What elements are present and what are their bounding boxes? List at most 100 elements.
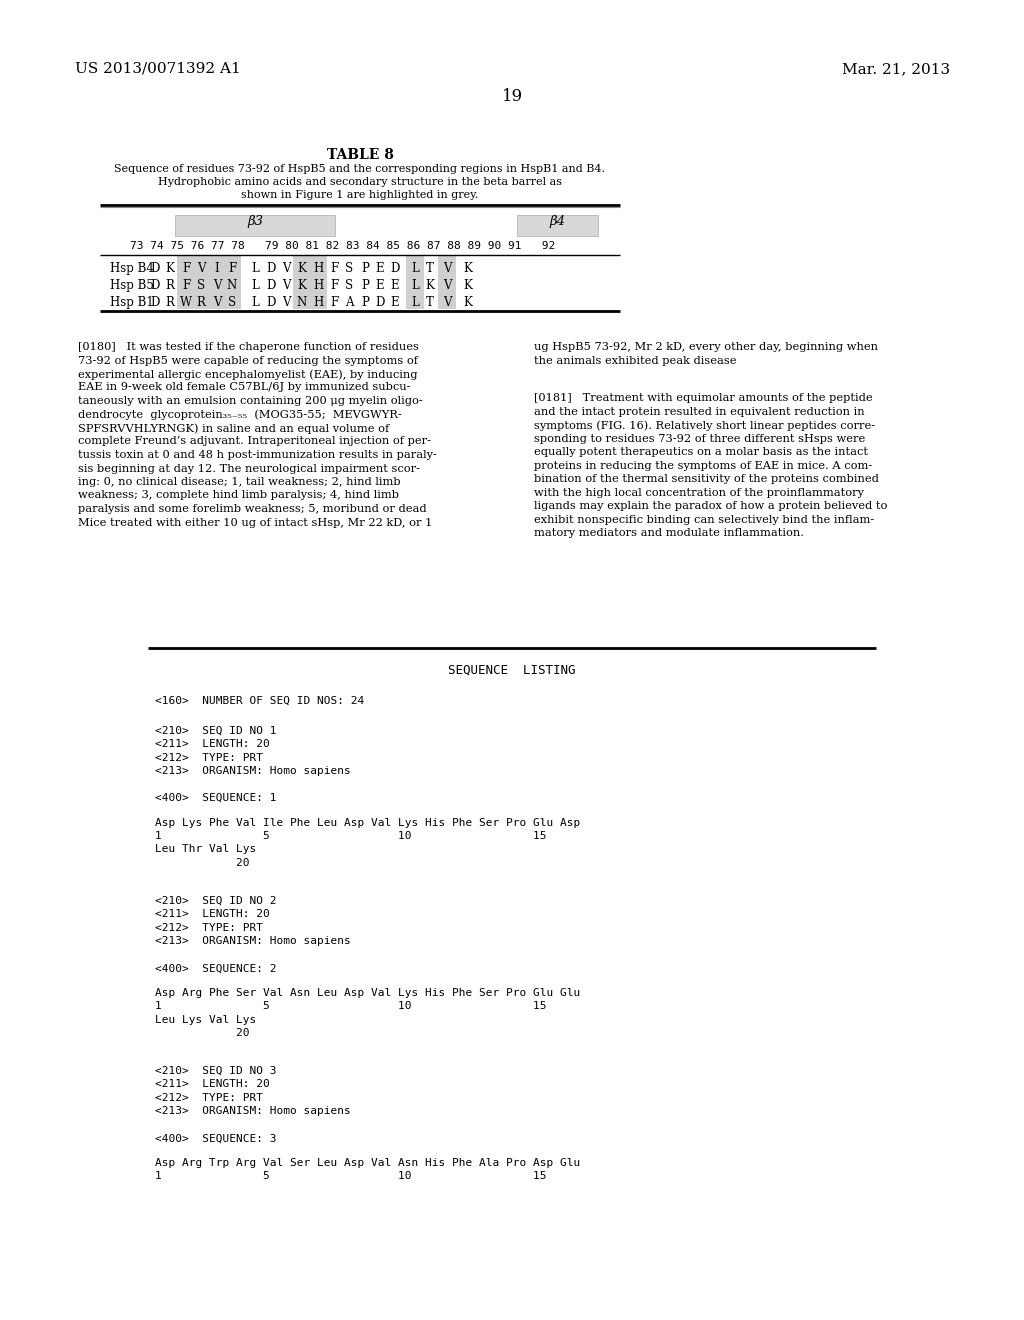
Text: V: V: [213, 296, 221, 309]
Text: N: N: [227, 279, 238, 292]
Text: V: V: [442, 261, 452, 275]
Text: P: P: [361, 261, 369, 275]
Text: 73 74 75 76 77 78   79 80 81 82 83 84 85 86 87 88 89 90 91   92: 73 74 75 76 77 78 79 80 81 82 83 84 85 8…: [130, 242, 555, 251]
Text: P: P: [361, 279, 369, 292]
Text: ing: 0, no clinical disease; 1, tail weakness; 2, hind limb: ing: 0, no clinical disease; 1, tail wea…: [78, 477, 400, 487]
Text: L: L: [251, 279, 259, 292]
Text: S: S: [228, 296, 237, 309]
Text: Asp Arg Trp Arg Val Ser Leu Asp Val Asn His Phe Ala Pro Asp Glu: Asp Arg Trp Arg Val Ser Leu Asp Val Asn …: [155, 1158, 581, 1168]
Text: T: T: [426, 261, 434, 275]
Text: I: I: [215, 261, 219, 275]
Text: D: D: [151, 279, 160, 292]
Text: <210>  SEQ ID NO 2: <210> SEQ ID NO 2: [155, 896, 276, 906]
Text: and the intact protein resulted in equivalent reduction in: and the intact protein resulted in equiv…: [534, 407, 864, 417]
Text: D: D: [266, 261, 275, 275]
Text: P: P: [361, 296, 369, 309]
Text: F: F: [228, 261, 237, 275]
Text: <160>  NUMBER OF SEQ ID NOS: 24: <160> NUMBER OF SEQ ID NOS: 24: [155, 696, 365, 706]
Text: D: D: [376, 296, 385, 309]
Text: [0180]   It was tested if the chaperone function of residues: [0180] It was tested if the chaperone fu…: [78, 342, 419, 352]
Bar: [208, 256, 226, 309]
Text: Asp Lys Phe Val Ile Phe Leu Asp Val Lys His Phe Ser Pro Glu Asp: Asp Lys Phe Val Ile Phe Leu Asp Val Lys …: [155, 817, 581, 828]
Text: Hsp B4: Hsp B4: [110, 261, 154, 275]
Bar: [293, 256, 311, 309]
Text: <211>  LENGTH: 20: <211> LENGTH: 20: [155, 1080, 269, 1089]
Text: symptoms (FIG. 16). Relatively short linear peptides corre-: symptoms (FIG. 16). Relatively short lin…: [534, 420, 876, 430]
Text: D: D: [390, 261, 399, 275]
Text: SEQUENCE  LISTING: SEQUENCE LISTING: [449, 664, 575, 677]
Text: W: W: [180, 296, 193, 309]
Text: H: H: [313, 296, 324, 309]
Text: V: V: [442, 296, 452, 309]
Text: SPFSRVVHLYRNGK) in saline and an equal volume of: SPFSRVVHLYRNGK) in saline and an equal v…: [78, 422, 389, 433]
Text: L: L: [251, 261, 259, 275]
Bar: [177, 256, 195, 309]
Bar: [438, 256, 456, 309]
Bar: [517, 215, 598, 236]
Text: <212>  TYPE: PRT: <212> TYPE: PRT: [155, 923, 263, 933]
Text: <400>  SEQUENCE: 1: <400> SEQUENCE: 1: [155, 793, 276, 803]
Text: V: V: [442, 279, 452, 292]
Text: L: L: [411, 261, 419, 275]
Text: ug HspB5 73-92, Mr 2 kD, every other day, beginning when: ug HspB5 73-92, Mr 2 kD, every other day…: [534, 342, 878, 352]
Text: Leu Thr Val Lys: Leu Thr Val Lys: [155, 845, 256, 854]
Text: F: F: [330, 261, 338, 275]
Text: weakness; 3, complete hind limb paralysis; 4, hind limb: weakness; 3, complete hind limb paralysi…: [78, 491, 399, 500]
Text: TABLE 8: TABLE 8: [327, 148, 393, 162]
Text: ligands may explain the paradox of how a protein believed to: ligands may explain the paradox of how a…: [534, 502, 888, 511]
Text: H: H: [313, 261, 324, 275]
Text: <210>  SEQ ID NO 1: <210> SEQ ID NO 1: [155, 726, 276, 735]
Text: A: A: [345, 296, 353, 309]
Text: D: D: [266, 279, 275, 292]
Text: V: V: [197, 261, 205, 275]
Text: [0181]   Treatment with equimolar amounts of the peptide: [0181] Treatment with equimolar amounts …: [534, 393, 872, 404]
Text: K: K: [426, 279, 434, 292]
Text: F: F: [330, 279, 338, 292]
Text: Asp Arg Phe Ser Val Asn Leu Asp Val Lys His Phe Ser Pro Glu Glu: Asp Arg Phe Ser Val Asn Leu Asp Val Lys …: [155, 987, 581, 998]
Text: K: K: [298, 279, 306, 292]
Text: EAE in 9-week old female C57BL/6J by immunized subcu-: EAE in 9-week old female C57BL/6J by imm…: [78, 383, 411, 392]
Text: complete Freund’s adjuvant. Intraperitoneal injection of per-: complete Freund’s adjuvant. Intraperiton…: [78, 437, 431, 446]
Text: 20: 20: [155, 1028, 250, 1038]
Bar: [406, 256, 424, 309]
Text: Hydrophobic amino acids and secondary structure in the beta barrel as: Hydrophobic amino acids and secondary st…: [158, 177, 562, 187]
Text: <211>  LENGTH: 20: <211> LENGTH: 20: [155, 909, 269, 919]
Text: <400>  SEQUENCE: 3: <400> SEQUENCE: 3: [155, 1134, 276, 1143]
Text: <210>  SEQ ID NO 3: <210> SEQ ID NO 3: [155, 1065, 276, 1076]
Text: S: S: [345, 261, 353, 275]
Text: R: R: [166, 296, 174, 309]
Text: R: R: [197, 296, 206, 309]
Text: Sequence of residues 73-92 of HspB5 and the corresponding regions in HspB1 and B: Sequence of residues 73-92 of HspB5 and …: [115, 164, 605, 174]
Text: proteins in reducing the symptoms of EAE in mice. A com-: proteins in reducing the symptoms of EAE…: [534, 461, 872, 471]
Text: V: V: [213, 279, 221, 292]
Text: <213>  ORGANISM: Homo sapiens: <213> ORGANISM: Homo sapiens: [155, 936, 351, 946]
Text: exhibit nonspecific binding can selectively bind the inflam-: exhibit nonspecific binding can selectiv…: [534, 515, 874, 525]
Text: F: F: [182, 261, 190, 275]
Text: L: L: [411, 279, 419, 292]
Text: K: K: [464, 279, 472, 292]
Text: L: L: [411, 296, 419, 309]
Text: <213>  ORGANISM: Homo sapiens: <213> ORGANISM: Homo sapiens: [155, 1106, 351, 1117]
Text: the animals exhibited peak disease: the animals exhibited peak disease: [534, 355, 736, 366]
Text: dendrocyte  glycoprotein₃₅₋₅₅  (MOG35-55;  MEVGWYR-: dendrocyte glycoprotein₃₅₋₅₅ (MOG35-55; …: [78, 409, 401, 420]
Text: V: V: [282, 296, 290, 309]
Text: with the high local concentration of the proinflammatory: with the high local concentration of the…: [534, 488, 864, 498]
Text: <213>  ORGANISM: Homo sapiens: <213> ORGANISM: Homo sapiens: [155, 766, 351, 776]
Text: US 2013/0071392 A1: US 2013/0071392 A1: [75, 62, 241, 77]
Text: K: K: [464, 296, 472, 309]
Text: D: D: [151, 296, 160, 309]
Text: Hsp B5: Hsp B5: [110, 279, 154, 292]
Text: 19: 19: [502, 88, 522, 106]
Text: F: F: [330, 296, 338, 309]
Text: S: S: [197, 279, 205, 292]
Text: matory mediators and modulate inflammation.: matory mediators and modulate inflammati…: [534, 528, 804, 539]
Text: β3: β3: [247, 215, 263, 228]
Text: L: L: [251, 296, 259, 309]
Text: N: N: [297, 296, 307, 309]
Text: sponding to residues 73-92 of three different sHsps were: sponding to residues 73-92 of three diff…: [534, 434, 865, 444]
Text: β4: β4: [549, 215, 565, 228]
Text: equally potent therapeutics on a molar basis as the intact: equally potent therapeutics on a molar b…: [534, 447, 868, 457]
Text: K: K: [166, 261, 174, 275]
Text: 73-92 of HspB5 were capable of reducing the symptoms of: 73-92 of HspB5 were capable of reducing …: [78, 355, 418, 366]
Text: E: E: [391, 296, 399, 309]
